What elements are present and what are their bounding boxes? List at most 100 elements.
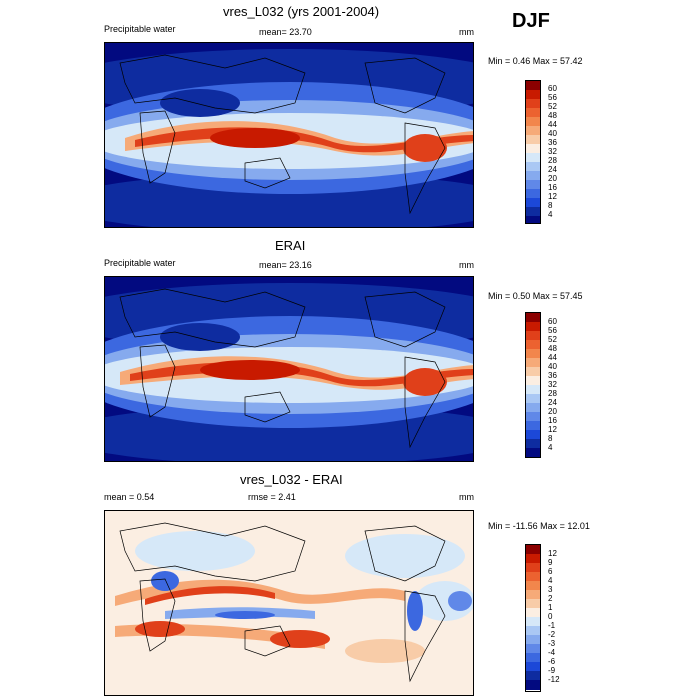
- panel-2-colorbar-label: 4: [548, 443, 553, 452]
- panel-1-colorbar-label: 56: [548, 93, 557, 102]
- panel-3-colorbar-label: -9: [548, 666, 556, 675]
- colorbar-swatch: [526, 376, 540, 385]
- panel-2-units: mm: [459, 260, 474, 270]
- panel-1-colorbar-label: 16: [548, 183, 557, 192]
- panel-3-colorbar-label: 6: [548, 567, 553, 576]
- panel-3-colorbar-label: 12: [548, 549, 557, 558]
- panel-1-colorbar-label: 4: [548, 210, 553, 219]
- panel-1-colorbar-label: 36: [548, 138, 557, 147]
- colorbar-swatch: [526, 671, 540, 680]
- colorbar-swatch: [526, 180, 540, 189]
- panel-1-minmax: Min = 0.46 Max = 57.42: [488, 56, 583, 66]
- panel-1-title: vres_L032 (yrs 2001-2004): [223, 4, 380, 19]
- panel-1-mean: mean= 23.70: [259, 27, 312, 37]
- panel-1-colorbar-label: 12: [548, 192, 557, 201]
- colorbar-swatch: [526, 349, 540, 358]
- colorbar-swatch: [526, 545, 540, 554]
- colorbar-swatch: [526, 439, 540, 448]
- panel-3-units: mm: [459, 492, 474, 502]
- colorbar-swatch: [526, 144, 540, 153]
- colorbar-swatch: [526, 635, 540, 644]
- panel-2-colorbar-label: 44: [548, 353, 557, 362]
- colorbar-swatch: [526, 412, 540, 421]
- colorbar-swatch: [526, 117, 540, 126]
- colorbar-swatch: [526, 680, 540, 690]
- panel-3-colorbar-label: 4: [548, 576, 553, 585]
- panel-3-colorbar-label: 0: [548, 612, 553, 621]
- colorbar-swatch: [526, 313, 540, 322]
- colorbar-swatch: [526, 581, 540, 590]
- panel-1-colorbar-label: 20: [548, 174, 557, 183]
- panel-2-colorbar-label: 60: [548, 317, 557, 326]
- colorbar-swatch: [526, 617, 540, 626]
- panel-1-colorbar-label: 32: [548, 147, 557, 156]
- panel-1-colorbar-label: 28: [548, 156, 557, 165]
- colorbar-swatch: [526, 403, 540, 412]
- panel-2-variable-label: Precipitable water: [104, 258, 176, 268]
- panel-3-rmse: rmse = 2.41: [248, 492, 296, 502]
- colorbar-swatch: [526, 135, 540, 144]
- colorbar-swatch: [526, 153, 540, 162]
- colorbar-swatch: [526, 171, 540, 180]
- colorbar-swatch: [526, 90, 540, 99]
- panel-3-colorbar-label: 1: [548, 603, 553, 612]
- panel-2-colorbar-label: 28: [548, 389, 557, 398]
- panel-1-colorbar-label: 48: [548, 111, 557, 120]
- panel-2-colorbar-label: 36: [548, 371, 557, 380]
- colorbar-swatch: [526, 590, 540, 599]
- panel-2-colorbar-label: 8: [548, 434, 553, 443]
- panel-2-colorbar-label: 52: [548, 335, 557, 344]
- colorbar-swatch: [526, 563, 540, 572]
- panel-1-map: [104, 42, 474, 228]
- colorbar-swatch: [526, 126, 540, 135]
- panel-1-colorbar-label: 52: [548, 102, 557, 111]
- colorbar-swatch: [526, 626, 540, 635]
- colorbar-swatch: [526, 322, 540, 331]
- panel-1-colorbar-label: 44: [548, 120, 557, 129]
- colorbar-swatch: [526, 662, 540, 671]
- colorbar-swatch: [526, 653, 540, 662]
- panel-3-map: [104, 510, 474, 696]
- panel-3-colorbar-label: -4: [548, 648, 556, 657]
- panel-3-colorbar-label: -12: [548, 675, 560, 684]
- colorbar-swatch: [526, 81, 540, 90]
- panel-1-colorbar: [525, 80, 541, 224]
- colorbar-swatch: [526, 572, 540, 581]
- season-label: DJF: [512, 10, 550, 32]
- panel-2-title: ERAI: [275, 238, 306, 253]
- colorbar-swatch: [526, 331, 540, 340]
- colorbar-swatch: [526, 367, 540, 376]
- panel-1-colorbar-label: 8: [548, 201, 553, 210]
- panel-2-colorbar-label: 32: [548, 380, 557, 389]
- panel-3-colorbar: [525, 544, 541, 692]
- panel-2-minmax: Min = 0.50 Max = 57.45: [488, 291, 583, 301]
- panel-1-variable-label: Precipitable water: [104, 24, 176, 34]
- colorbar-swatch: [526, 644, 540, 653]
- panel-3-title: vres_L032 - ERAI: [240, 472, 343, 487]
- colorbar-swatch: [526, 421, 540, 430]
- colorbar-swatch: [526, 394, 540, 403]
- panel-3-minmax: Min = -11.56 Max = 12.01: [488, 521, 590, 531]
- panel-3-colorbar-label: -2: [548, 630, 556, 639]
- colorbar-swatch: [526, 385, 540, 394]
- colorbar-swatch: [526, 554, 540, 563]
- panel-1-colorbar-label: 40: [548, 129, 557, 138]
- colorbar-swatch: [526, 99, 540, 108]
- colorbar-swatch: [526, 599, 540, 608]
- colorbar-swatch: [526, 430, 540, 439]
- colorbar-swatch: [526, 108, 540, 117]
- colorbar-swatch: [526, 162, 540, 171]
- colorbar-swatch: [526, 340, 540, 349]
- panel-3-colorbar-label: 2: [548, 594, 553, 603]
- colorbar-swatch: [526, 207, 540, 216]
- colorbar-swatch: [526, 189, 540, 198]
- panel-3-colorbar-label: 3: [548, 585, 553, 594]
- colorbar-swatch: [526, 198, 540, 207]
- panel-3-colorbar-label: -3: [548, 639, 556, 648]
- panel-1-units: mm: [459, 27, 474, 37]
- panel-1-colorbar-label: 60: [548, 84, 557, 93]
- panel-3-colorbar-label: -6: [548, 657, 556, 666]
- panel-2-colorbar: [525, 312, 541, 458]
- panel-3-colorbar-label: 9: [548, 558, 553, 567]
- colorbar-swatch: [526, 448, 540, 457]
